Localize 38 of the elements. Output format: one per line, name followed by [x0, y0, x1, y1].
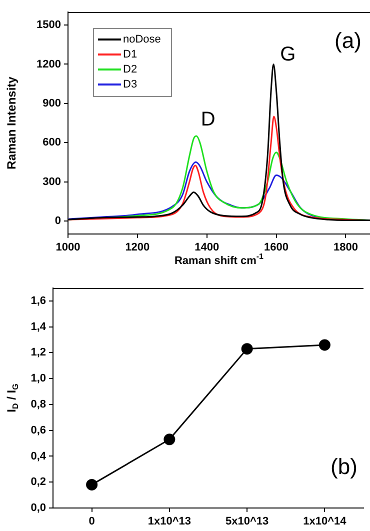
legend-label: D2	[123, 64, 138, 76]
x-tick-label: 5x10^13	[225, 516, 269, 528]
y-tick-label: 0,2	[30, 476, 46, 488]
y-tick-label: 1,2	[30, 346, 46, 359]
x-tick-label: 1x10^13	[148, 516, 192, 528]
y-tick-label: 0	[54, 214, 61, 227]
y-tick-label: 1200	[36, 58, 61, 70]
x-tick-label: 1200	[125, 242, 150, 254]
y-tick-label: 0,6	[30, 424, 46, 436]
legend-label: noDose	[123, 34, 161, 46]
y-tick-label: 1500	[36, 19, 61, 32]
annotation: D	[200, 108, 216, 130]
annotation: G	[280, 44, 296, 66]
x-tick-label: 1800	[333, 242, 358, 254]
x-tick-label: 1000	[56, 242, 80, 254]
y-tick-label: 600	[42, 136, 61, 149]
x-tick-label: 1600	[264, 242, 289, 254]
y-axis-title: ID / IG	[4, 384, 20, 412]
x-tick-label: 1x10^14	[303, 516, 348, 528]
y-tick-label: 1,4	[30, 320, 47, 333]
y-tick-label: 0,8	[30, 398, 46, 410]
y-axis-title: Raman Intensity	[4, 76, 18, 170]
point	[86, 478, 98, 490]
legend-label: D1	[123, 48, 138, 61]
y-tick-label: 0,4	[30, 450, 47, 462]
y-tick-label: 1,6	[30, 294, 46, 307]
annotation: (b)	[330, 454, 358, 480]
y-tick-label: 300	[42, 176, 61, 188]
annotation: (a)	[334, 28, 362, 54]
y-tick-label: 900	[42, 97, 61, 110]
x-tick-label: 0	[88, 516, 95, 528]
y-tick-label: 1,0	[30, 372, 46, 385]
point	[318, 339, 330, 351]
y-tick-label: 0,0	[30, 502, 46, 514]
point	[164, 434, 176, 446]
legend-label: D3	[123, 78, 138, 91]
x-tick-label: 1400	[194, 242, 220, 254]
point	[241, 343, 253, 355]
